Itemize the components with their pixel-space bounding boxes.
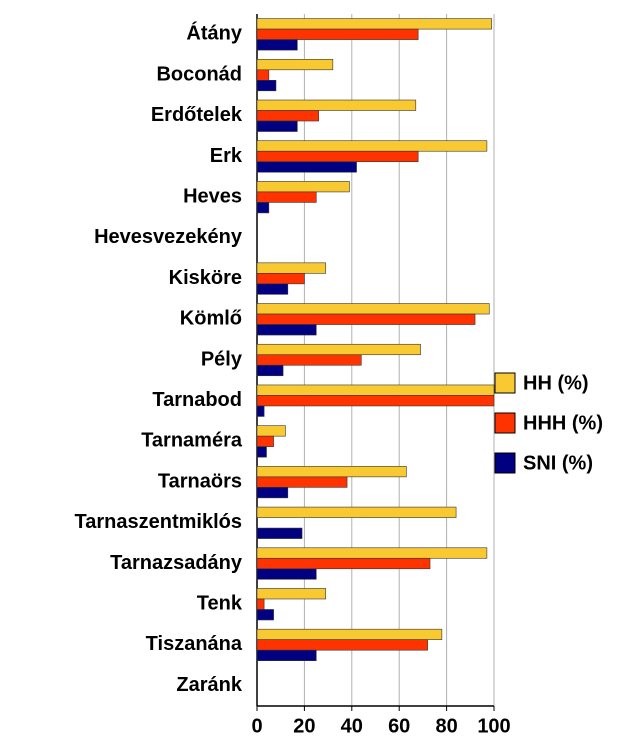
bar — [256, 598, 265, 610]
bar — [256, 588, 327, 600]
bar — [256, 181, 350, 193]
y-tick-label: Erdőtelek — [151, 104, 243, 126]
bar — [256, 506, 457, 518]
bar — [256, 609, 274, 621]
bar — [256, 425, 286, 437]
x-tick-label: 100 — [477, 715, 510, 737]
bar — [256, 628, 443, 640]
bar — [256, 649, 317, 661]
bar — [256, 28, 419, 40]
y-tick-label: Kisköre — [169, 267, 242, 289]
bar — [256, 395, 495, 407]
y-tick-label: Átány — [186, 22, 242, 45]
bar — [256, 262, 327, 274]
bar — [256, 18, 492, 30]
bar — [256, 39, 298, 51]
bar — [256, 191, 317, 203]
bar — [256, 343, 421, 356]
legend-label: SNI (%) — [523, 452, 593, 474]
bar — [256, 120, 298, 132]
y-tick-label: Erk — [210, 145, 243, 167]
bar — [256, 303, 490, 315]
y-tick-label: Heves — [183, 185, 242, 207]
y-tick-label: Tiszanána — [146, 633, 243, 655]
bar — [256, 140, 488, 152]
legend-label: HH (%) — [523, 372, 589, 394]
bar — [256, 405, 265, 417]
x-tick-label: 60 — [388, 715, 410, 737]
bar — [256, 476, 348, 488]
y-tick-label: Tarnaméra — [141, 430, 243, 452]
y-tick-label: Tarnabod — [152, 389, 242, 411]
bar — [256, 466, 407, 478]
bar — [256, 364, 284, 377]
bar — [256, 446, 267, 458]
bar — [256, 568, 317, 580]
bar — [256, 384, 495, 396]
bar — [256, 557, 431, 570]
y-tick-label: Tarnazsadány — [110, 552, 243, 574]
bar — [256, 639, 428, 651]
bar — [256, 150, 419, 163]
bar — [256, 69, 270, 81]
legend-swatch — [494, 372, 516, 394]
bar — [256, 527, 303, 539]
bar — [256, 59, 334, 71]
legend-swatch — [494, 452, 516, 474]
bar — [256, 354, 362, 366]
y-tick-label: Kömlő — [180, 308, 242, 330]
x-tick-label: 0 — [251, 715, 262, 737]
y-tick-label: Boconád — [156, 63, 242, 85]
bar — [256, 99, 417, 111]
bar — [256, 283, 289, 295]
bar — [256, 313, 476, 325]
legend-label: HHH (%) — [523, 412, 603, 434]
y-tick-label: Tarnaszentmiklós — [75, 511, 242, 533]
bar — [256, 435, 274, 447]
bar — [256, 547, 488, 559]
x-tick-label: 80 — [435, 715, 457, 737]
y-tick-label: Tenk — [197, 593, 243, 615]
bar — [256, 161, 357, 173]
x-tick-label: 40 — [341, 715, 363, 737]
y-tick-label: Pély — [201, 348, 243, 370]
bar — [256, 202, 270, 214]
legend-swatch — [494, 412, 516, 434]
y-tick-label: Zaránk — [176, 674, 242, 696]
y-tick-label: Tarnaörs — [158, 470, 242, 492]
bar — [256, 80, 277, 92]
bar — [256, 273, 305, 285]
bar — [256, 324, 317, 336]
y-tick-label: Hevesvezekény — [94, 226, 243, 248]
bar — [256, 487, 289, 499]
x-tick-label: 20 — [293, 715, 315, 737]
bar — [256, 110, 319, 122]
